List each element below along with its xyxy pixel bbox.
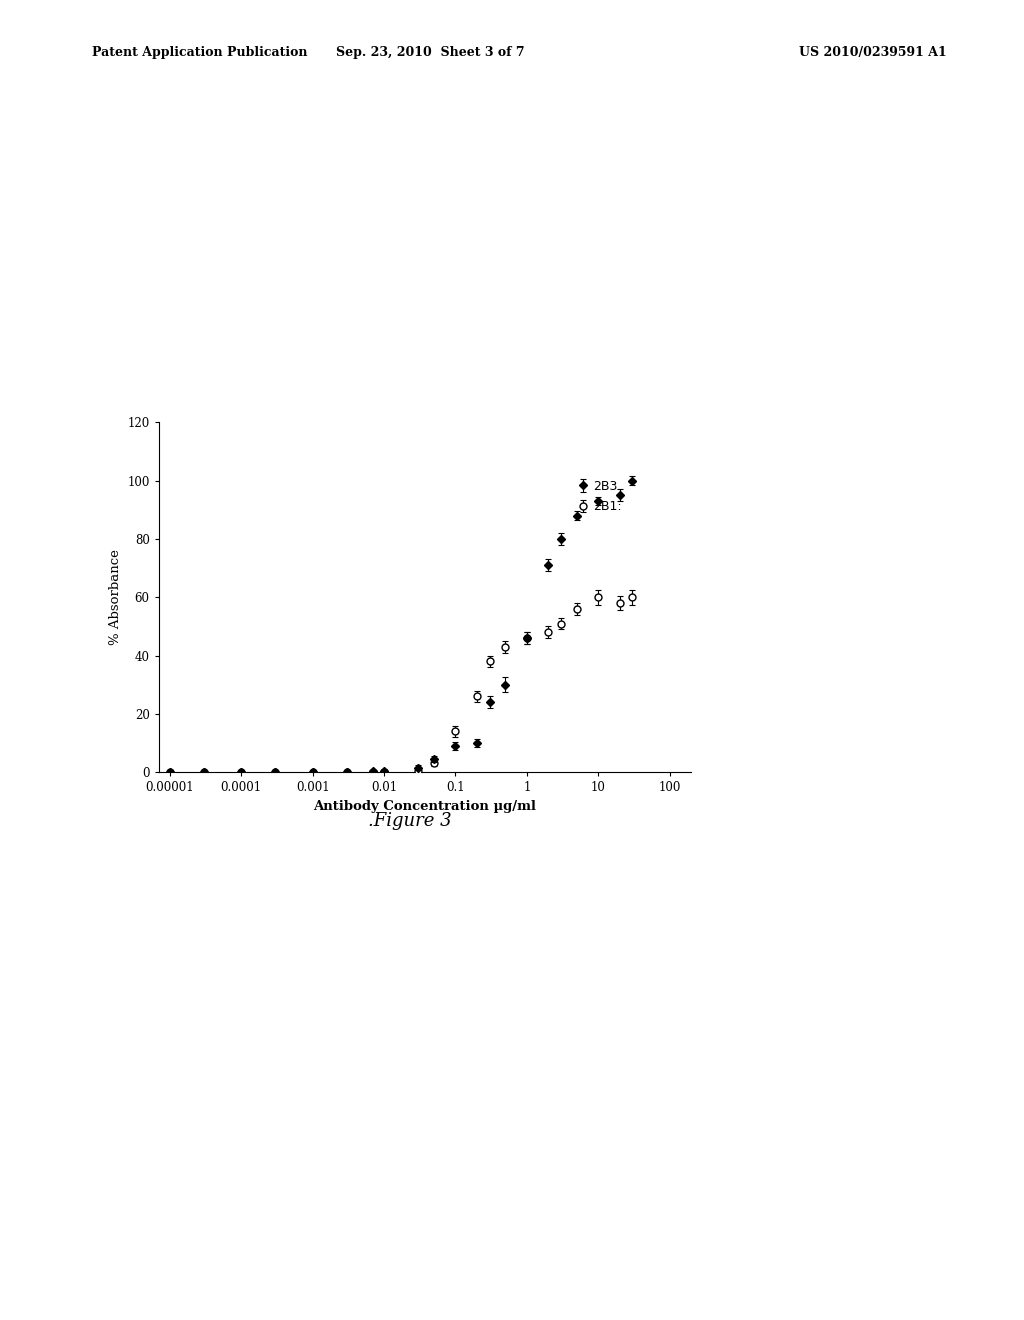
Text: Patent Application Publication: Patent Application Publication [92, 46, 307, 59]
Legend: 2B3, 2B1:: 2B3, 2B1: [574, 475, 627, 519]
Text: US 2010/0239591 A1: US 2010/0239591 A1 [799, 46, 946, 59]
Text: Sep. 23, 2010  Sheet 3 of 7: Sep. 23, 2010 Sheet 3 of 7 [336, 46, 524, 59]
X-axis label: Antibody Concentration µg/ml: Antibody Concentration µg/ml [313, 800, 537, 813]
Text: .Figure 3: .Figure 3 [368, 812, 452, 830]
Y-axis label: % Absorbance: % Absorbance [109, 549, 122, 645]
